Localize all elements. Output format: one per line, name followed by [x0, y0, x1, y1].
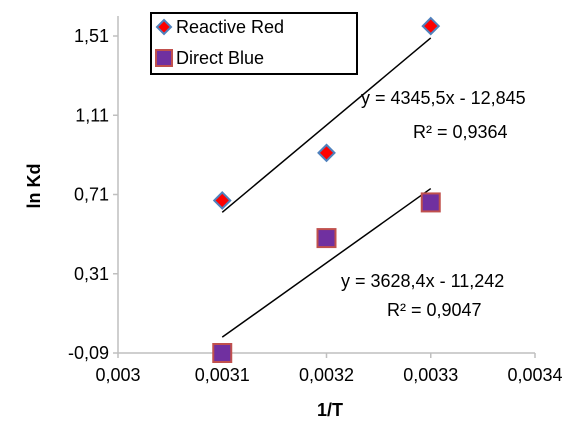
x-axis-title: 1/T: [317, 400, 343, 420]
y-tick-label: 1,11: [75, 105, 109, 125]
reactive-red-point: [212, 191, 232, 210]
x-tick-label: 0,0033: [403, 365, 458, 385]
x-tick-label: 0,0032: [299, 365, 354, 385]
y-tick-label: 0,71: [74, 185, 109, 205]
reactive-red-point: [421, 16, 441, 36]
trendlines: [221, 37, 432, 338]
direct-blue-point: [212, 343, 233, 363]
y-tick-label: 0,31: [74, 264, 109, 284]
trendline-direct-blue: [221, 187, 432, 338]
x-tick-label: 0,003: [95, 365, 140, 385]
x-tick-labels: 0,003 0,0031 0,0032 0,0033 0,0034: [95, 365, 562, 385]
direct-blue-point: [316, 228, 337, 249]
y-tick-labels: -0,09 0,31 0,71 1,11 1,51: [68, 26, 109, 363]
legend-label-direct-blue: Direct Blue: [176, 48, 264, 68]
axes: [113, 16, 536, 358]
legend-marker-reactive-red: [155, 18, 173, 36]
reactive-red-r2: R² = 0,9364: [413, 122, 508, 142]
reactive-red-point: [317, 143, 336, 163]
legend-label-reactive-red: Reactive Red: [176, 17, 284, 37]
trendline-equations: y = 4345,5x - 12,845 R² = 0,9364 y = 362…: [341, 88, 526, 320]
direct-blue-point: [420, 192, 441, 213]
y-axis-title: ln Kd: [24, 164, 44, 209]
x-tick-label: 0,0031: [195, 365, 250, 385]
data-points: [212, 16, 441, 363]
y-tick-label: 1,51: [74, 26, 109, 46]
direct-blue-equation: y = 3628,4x - 11,242: [341, 271, 504, 291]
legend-box: [150, 12, 358, 75]
legend: Reactive Red Direct Blue: [150, 12, 358, 75]
legend-marker-direct-blue: [155, 49, 173, 67]
x-tick-label: 0,0034: [507, 365, 562, 385]
y-tick-label: -0,09: [68, 343, 109, 363]
direct-blue-r2: R² = 0,9047: [387, 300, 482, 320]
reactive-red-equation: y = 4345,5x - 12,845: [361, 88, 526, 108]
trendline-reactive-red: [221, 37, 432, 213]
